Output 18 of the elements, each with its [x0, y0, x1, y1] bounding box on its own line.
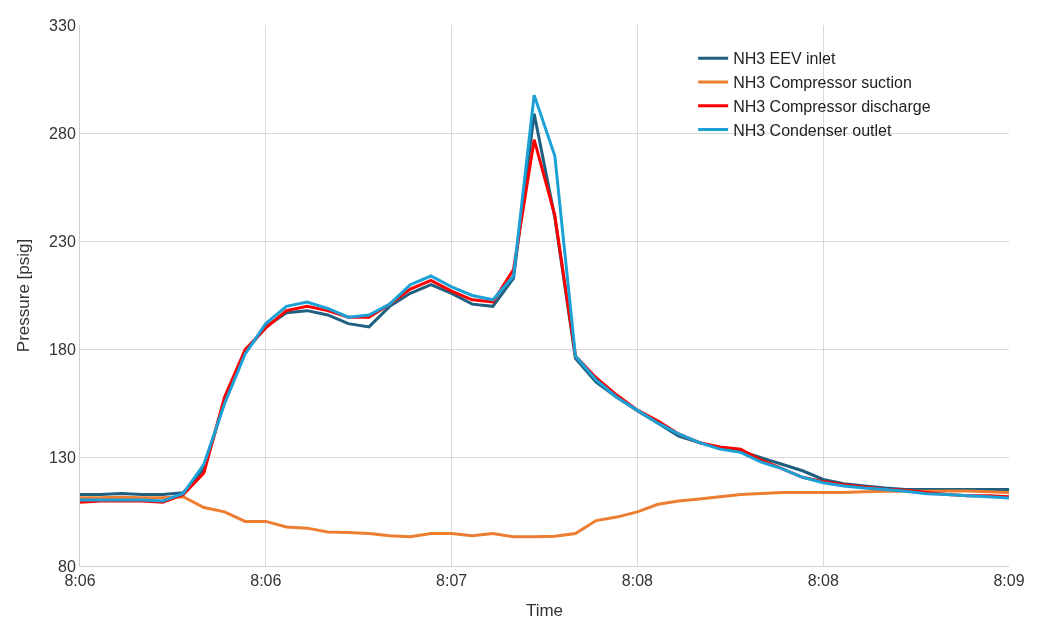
x-axis-title: Time	[525, 600, 564, 620]
y-tick-label: 80	[58, 557, 76, 575]
x-tick-label: 8:09	[993, 572, 1025, 590]
x-tick-label: 8:07	[436, 572, 468, 590]
legend-label: NH3 EEV inlet	[733, 50, 836, 68]
x-tick-label: 8:06	[250, 572, 282, 590]
y-axis-title: Pressure [psig]	[13, 238, 33, 353]
y-tick-label: 130	[49, 449, 76, 467]
x-tick-label: 8:06	[64, 572, 96, 590]
x-tick-label: 8:08	[807, 572, 839, 590]
legend-label: NH3 Condenser outlet	[733, 121, 893, 139]
legend-label: NH3 Compressor discharge	[733, 97, 931, 115]
y-tick-label: 180	[49, 341, 76, 359]
y-tick-label: 230	[49, 233, 76, 250]
y-tick-label: 330	[49, 16, 76, 34]
y-tick-label: 280	[49, 124, 76, 142]
x-tick-label: 8:08	[621, 572, 654, 590]
legend-label: NH3 Compressor suction	[733, 74, 912, 92]
